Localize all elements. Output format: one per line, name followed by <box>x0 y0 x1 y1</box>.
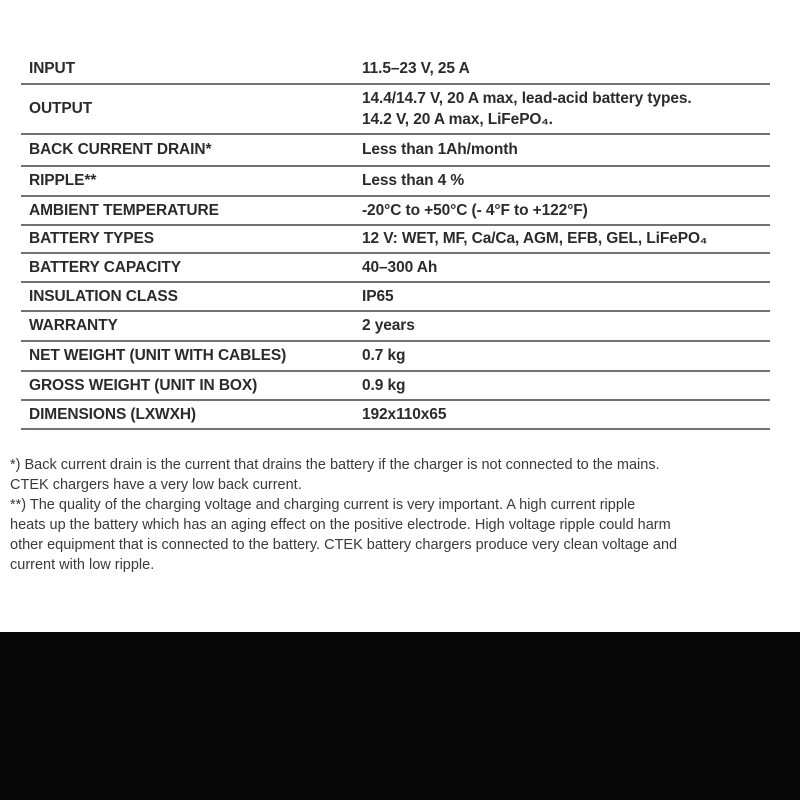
footer-strip: 2 YEAR WARRANTY MAXIMIZING <box>0 632 800 800</box>
spec-label: INPUT <box>29 60 76 77</box>
spec-value-line: 14.4/14.7 V, 20 A max, lead-acid battery… <box>362 90 692 107</box>
footnote-line: **) The quality of the charging voltage … <box>10 497 636 513</box>
spec-value-line: 14.2 V, 20 A max, LiFePO₄. <box>362 111 553 128</box>
spec-value: 14.4/14.7 V, 20 A max, lead-acid battery… <box>362 88 770 130</box>
spec-value: 0.7 kg <box>362 347 406 364</box>
table-row: INSULATION CLASS IP65 <box>21 283 770 312</box>
footnote-line: CTEK chargers have a very low back curre… <box>10 477 302 493</box>
spec-label: BATTERY CAPACITY <box>29 258 181 276</box>
table-row: INPUT 11.5–23 V, 25 A <box>21 55 770 85</box>
spec-value: 40–300 Ah <box>362 258 438 276</box>
table-row: BACK CURRENT DRAIN* Less than 1Ah/month <box>21 135 770 167</box>
table-row: BATTERY CAPACITY 40–300 Ah <box>21 254 770 283</box>
footnote-line: heats up the battery which has an aging … <box>10 517 671 533</box>
table-row: BATTERY TYPES 12 V: WET, MF, Ca/Ca, AGM,… <box>21 226 770 254</box>
spec-value: 2 years <box>362 317 415 334</box>
spec-value: 192x110x65 <box>362 405 447 423</box>
spec-value: -20°C to +50°C (- 4°F to +122°F) <box>362 201 588 219</box>
table-row: AMBIENT TEMPERATURE -20°C to +50°C (- 4°… <box>21 197 770 226</box>
spec-value: Less than 4 % <box>362 172 465 189</box>
footnote-line: other equipment that is connected to the… <box>10 537 678 553</box>
footnote-line: current with low ripple. <box>10 557 155 573</box>
footnotes: *) Back current drain is the current tha… <box>10 455 780 575</box>
spec-label: OUTPUT <box>29 100 93 117</box>
table-row: DIMENSIONS (LXWXH) 192x110x65 <box>21 401 770 430</box>
table-row: WARRANTY 2 years <box>21 312 770 342</box>
spec-value: 12 V: WET, MF, Ca/Ca, AGM, EFB, GEL, LiF… <box>362 230 708 247</box>
spec-value: Less than 1Ah/month <box>362 141 518 158</box>
table-row: OUTPUT 14.4/14.7 V, 20 A max, lead-acid … <box>21 85 770 135</box>
spec-label: AMBIENT TEMPERATURE <box>29 201 219 219</box>
spec-label: BACK CURRENT DRAIN* <box>29 141 212 158</box>
footnote-line: *) Back current drain is the current tha… <box>10 457 660 473</box>
spec-label: RIPPLE** <box>29 172 97 189</box>
spec-label: INSULATION CLASS <box>29 287 178 305</box>
spec-value: 11.5–23 V, 25 A <box>362 60 470 77</box>
spec-value: 0.9 kg <box>362 376 406 394</box>
spec-table: INPUT 11.5–23 V, 25 A OUTPUT 14.4/14.7 V… <box>21 55 770 430</box>
spec-label: DIMENSIONS (LXWXH) <box>29 405 196 423</box>
spec-label: GROSS WEIGHT (UNIT IN BOX) <box>29 376 258 394</box>
spec-value: IP65 <box>362 287 394 305</box>
table-row: RIPPLE** Less than 4 % <box>21 167 770 197</box>
spec-label: BATTERY TYPES <box>29 230 155 247</box>
table-row: GROSS WEIGHT (UNIT IN BOX) 0.9 kg <box>21 372 770 401</box>
spec-label: NET WEIGHT (UNIT WITH CABLES) <box>29 347 287 364</box>
table-row: NET WEIGHT (UNIT WITH CABLES) 0.7 kg <box>21 342 770 372</box>
spec-label: WARRANTY <box>29 317 118 334</box>
